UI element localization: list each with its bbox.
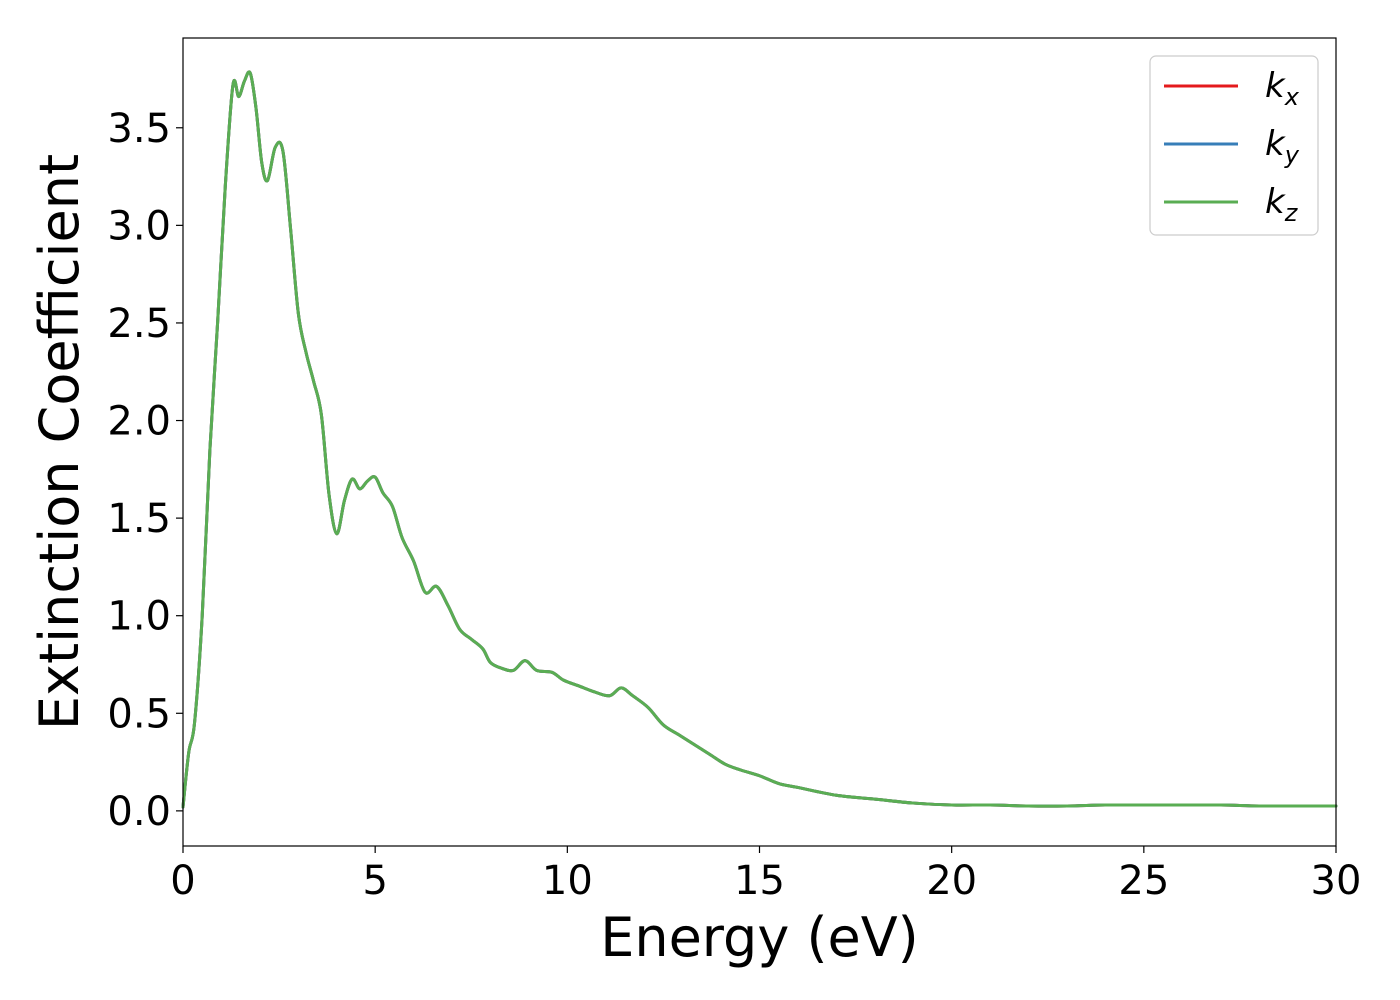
y-tick-label: 1.5 — [107, 496, 171, 542]
x-tick-label: 10 — [542, 858, 593, 904]
x-tick-label: 30 — [1311, 858, 1362, 904]
x-tick-label: 5 — [362, 858, 387, 904]
y-tick-label: 1.0 — [107, 594, 171, 640]
x-tick-label: 20 — [926, 858, 977, 904]
x-tick-label: 25 — [1118, 858, 1169, 904]
legend-label-z: kz — [1265, 182, 1299, 227]
y-tick-label: 2.0 — [107, 399, 171, 445]
y-tick-label: 0.0 — [107, 789, 171, 835]
legend-label-y: ky — [1265, 124, 1300, 169]
y-tick-label: 3.0 — [107, 203, 171, 249]
y-tick-label: 2.5 — [107, 301, 171, 347]
x-tick-label: 15 — [734, 858, 785, 904]
y-tick-label: 0.5 — [107, 691, 171, 737]
y-tick-label: 3.5 — [107, 106, 171, 152]
series-line-z — [181, 70, 1338, 809]
x-axis-title: Energy (eV) — [600, 906, 919, 969]
y-axis-title: Extinction Coefficient — [28, 154, 91, 730]
series-layer — [181, 70, 1338, 809]
legend: kx ky kz — [1149, 55, 1319, 236]
x-tick-label: 0 — [170, 858, 195, 904]
legend-label-x: kx — [1265, 66, 1300, 111]
x-axis-ticks: 0 5 10 15 20 25 30 — [170, 846, 1361, 904]
y-axis-ticks: 0.0 0.5 1.0 1.5 2.0 2.5 3.0 3.5 — [107, 106, 183, 835]
